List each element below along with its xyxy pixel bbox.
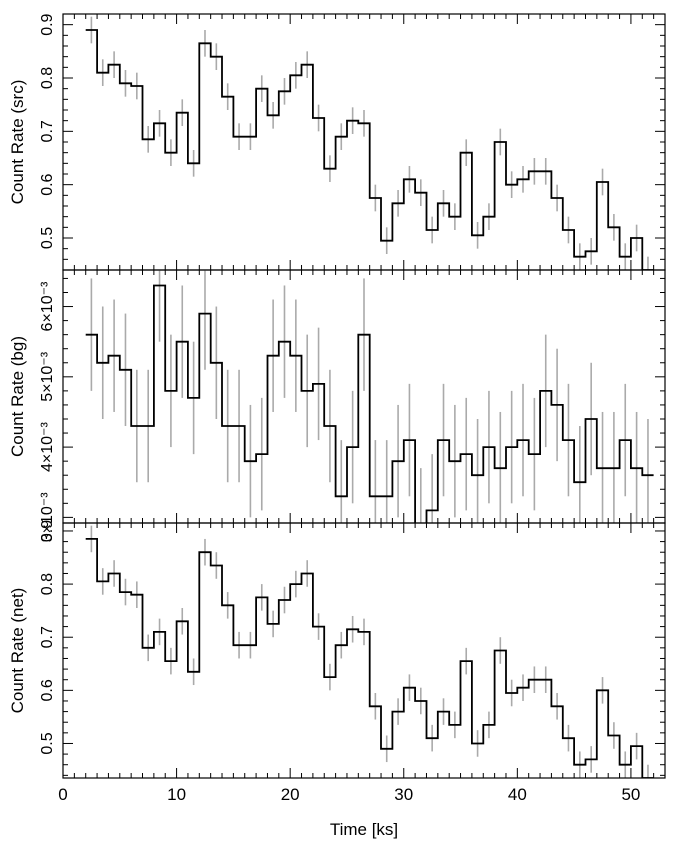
x-tick-label: 30 (394, 785, 413, 804)
y-tick-label: 0.6 (39, 679, 56, 701)
panel-1: 0.5 0.6 0.7 0.8 0.9 Count Rate (src) (8, 13, 666, 271)
y-axis-label: Count Rate (net) (8, 588, 27, 714)
y-axis-label: Count Rate (bg) (8, 336, 27, 457)
y-axis-label: Count Rate (src) (8, 80, 27, 205)
x-tick-label: 0 (58, 785, 67, 804)
panel-2: 3×10⁻³ 4×10⁻³ 5×10⁻³ 6×10⁻³ Count Rate (bg) (8, 269, 666, 542)
y-tick-label: 5×10⁻³ (39, 351, 56, 401)
x-tick-label: 40 (508, 785, 527, 804)
panel-frame (62, 522, 666, 779)
y-tick-label: 3×10⁻³ (39, 492, 56, 542)
y-tick-label: 4×10⁻³ (39, 422, 56, 472)
x-tick-label: 20 (281, 785, 300, 804)
x-axis-label: Time [ks] (330, 820, 398, 839)
x-tick-label: 50 (621, 785, 640, 804)
series-line (85, 29, 654, 270)
y-tick-label: 0.8 (39, 573, 56, 595)
y-tick-label: 0.9 (39, 13, 56, 35)
series-line (85, 538, 654, 778)
y-tick-label: 6×10⁻³ (39, 281, 56, 331)
y-tick-label: 0.5 (39, 732, 56, 754)
y-tick-label: 0.6 (39, 173, 56, 195)
y-tick-label: 0.8 (39, 67, 56, 89)
panel-3: 0.5 0.6 0.7 0.8 0.9 Count Rate (net) (8, 520, 666, 779)
series-line (85, 284, 654, 523)
y-tick-label: 0.7 (39, 626, 56, 648)
x-tick-label: 10 (167, 785, 186, 804)
y-tick-label: 0.5 (39, 227, 56, 249)
y-tick-label: 0.7 (39, 120, 56, 142)
y-tick-label: 0.9 (39, 520, 56, 542)
